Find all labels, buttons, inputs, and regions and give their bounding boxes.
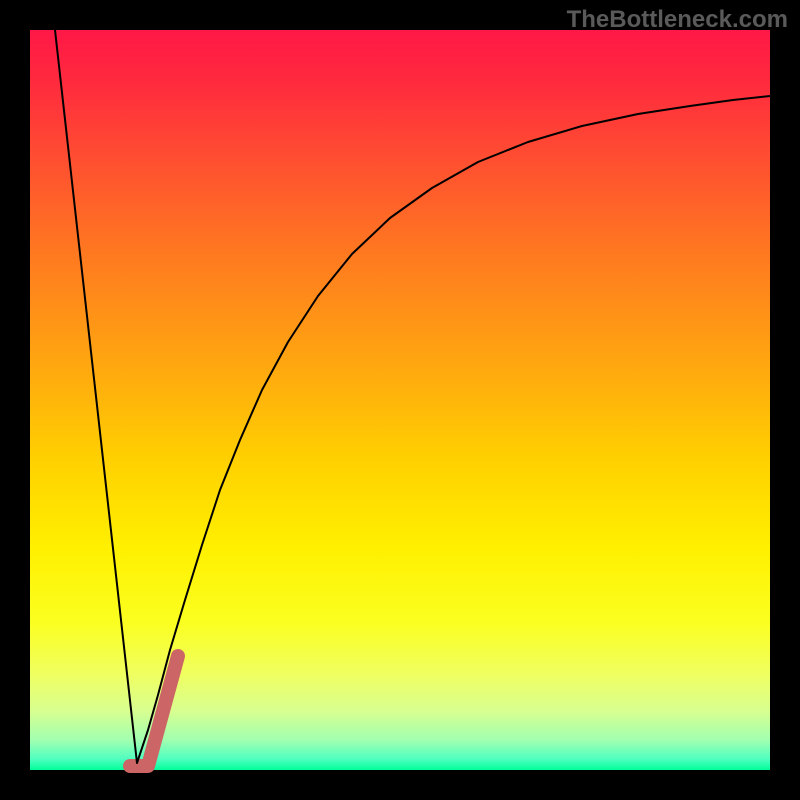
watermark-text: TheBottleneck.com <box>567 6 788 34</box>
plot-background <box>30 30 770 770</box>
chart-frame: TheBottleneck.com <box>0 0 800 800</box>
bottleneck-chart <box>0 0 800 800</box>
